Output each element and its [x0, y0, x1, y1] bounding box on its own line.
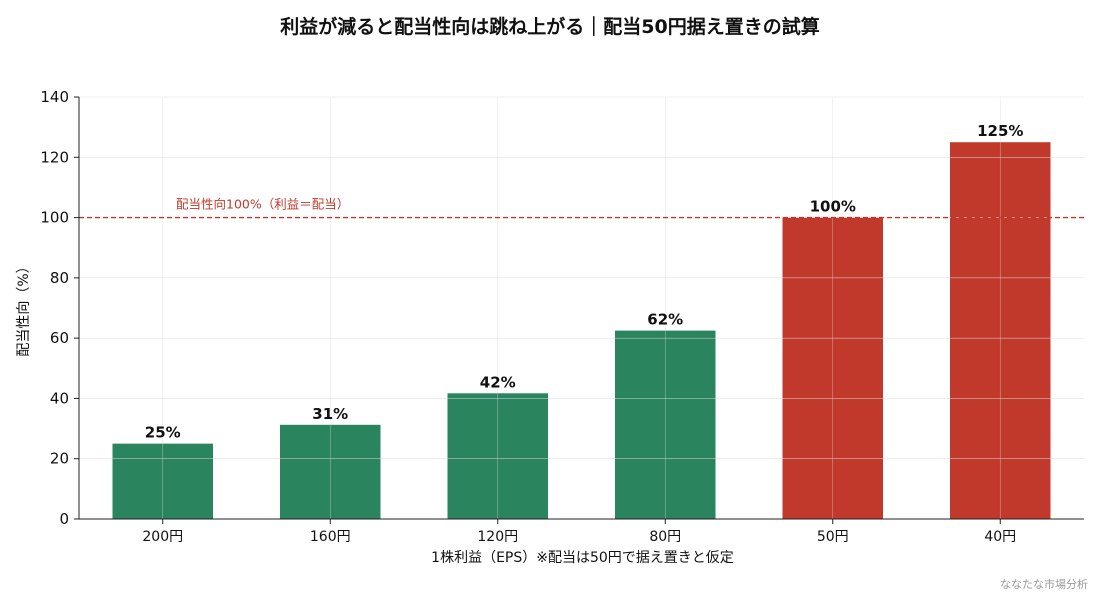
y-axis-label: 配当性向（%）: [16, 259, 32, 356]
data-label-2: 42%: [480, 373, 516, 391]
data-label-0: 25%: [145, 424, 181, 442]
x-tick-label-3: 80円: [649, 529, 681, 545]
x-tick-label-4: 50円: [817, 529, 849, 545]
x-axis-label: 1株利益（EPS）※配当は50円で据え置きと仮定: [431, 550, 734, 566]
y-tick-label-1: 20: [50, 450, 69, 468]
y-tick-label-3: 60: [50, 329, 69, 347]
y-tick-label-7: 140: [40, 88, 69, 106]
x-tick-label-5: 40円: [984, 529, 1016, 545]
data-label-1: 31%: [312, 405, 348, 423]
labels-layer: 0 20 40 60 80 100 120 140 200円 160円 120円 80円 50円 40円 2…: [16, 88, 1023, 566]
x-tick-label-0: 200円: [142, 529, 183, 545]
chart-title: 利益が減ると配当性向は跳ね上がる｜配当50円据え置きの試算: [280, 16, 820, 38]
x-tick-label-2: 120円: [477, 529, 518, 545]
y-tick-label-6: 120: [40, 148, 69, 166]
data-label-3: 62%: [647, 311, 683, 329]
y-tick-label-0: 0: [59, 510, 69, 528]
y-tick-label-5: 100: [40, 209, 69, 227]
reference-line-layer: 配当性向100%（利益＝配当）: [79, 197, 1084, 219]
x-tick-label-1: 160円: [310, 529, 351, 545]
y-tick-label-4: 80: [50, 269, 69, 287]
reference-line-label: 配当性向100%（利益＝配当）: [176, 197, 349, 212]
data-label-5: 125%: [977, 122, 1023, 140]
grid-layer: [79, 96, 1084, 519]
data-label-4: 100%: [810, 198, 856, 216]
axes-layer: [74, 96, 1084, 524]
watermark: ななたな市場分析: [1000, 578, 1088, 591]
y-tick-label-2: 40: [50, 389, 69, 407]
